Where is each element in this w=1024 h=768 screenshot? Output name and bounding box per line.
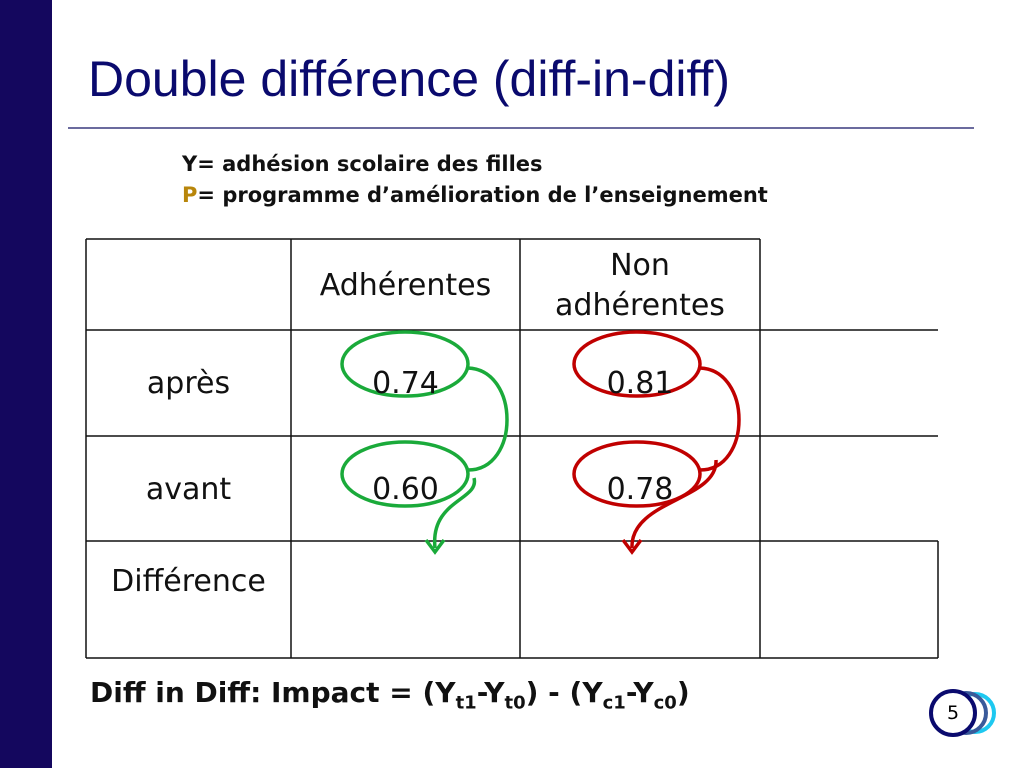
sidebar-band [0, 0, 52, 768]
treated-arrowhead [424, 538, 446, 555]
page-number-badge: 5 [929, 689, 996, 737]
p-text: = programme d’amélioration de l’enseigne… [197, 183, 768, 207]
treated-after-ellipse [340, 330, 470, 398]
cell-apres-adherentes: 0.74 [372, 366, 439, 401]
control-after-ellipse [572, 330, 702, 398]
treated-arrow-1 [467, 366, 509, 472]
header-non-adherentes: Non adhérentes [555, 248, 725, 323]
row-label-avant: avant [145, 472, 232, 507]
page-number: 5 [946, 702, 960, 724]
control-arrow-2 [630, 459, 718, 549]
row-label-difference: Différence [111, 564, 266, 599]
y-text: = adhésion scolaire des filles [197, 152, 543, 176]
title-divider [68, 127, 974, 129]
treated-arrow-2 [433, 477, 477, 549]
row-label-apres: après [146, 366, 231, 401]
y-key: Y [182, 152, 198, 176]
formula: Diff in Diff: Impact = (Yt1-Yt0) - (Yc1-… [90, 676, 690, 714]
slide-title: Double différence (diff-in-diff) [88, 51, 731, 107]
cell-avant-adherentes: 0.60 [372, 472, 439, 507]
definition-p: P= programme d’amélioration de l’enseign… [182, 183, 768, 207]
control-before-ellipse [572, 440, 702, 508]
cell-avant-non-adherentes: 0.78 [606, 472, 674, 507]
cell-apres-non-adherentes: 0.81 [606, 366, 674, 401]
header-adherentes: Adhérentes [319, 268, 492, 303]
p-key: P [182, 183, 198, 207]
treated-before-ellipse [340, 440, 470, 508]
control-arrowhead [621, 538, 643, 555]
definition-y: Y= adhésion scolaire des filles [182, 152, 543, 176]
